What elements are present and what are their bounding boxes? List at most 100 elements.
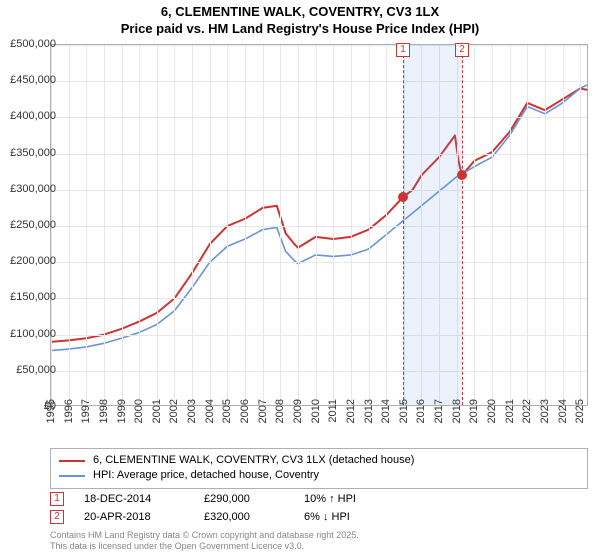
x-gridline [122, 45, 123, 405]
footer-line1: Contains HM Land Registry data © Crown c… [50, 530, 588, 541]
event-row: 1 18-DEC-2014 £290,000 10% ↑ HPI [50, 490, 588, 508]
y-gridline [51, 262, 587, 263]
chart-title: 6, CLEMENTINE WALK, COVENTRY, CV3 1LX Pr… [0, 0, 600, 38]
x-tick-label: 2011 [327, 399, 339, 423]
x-gridline [563, 45, 564, 405]
x-gridline [510, 45, 511, 405]
y-tick-label: £200,000 [10, 255, 56, 267]
x-gridline [369, 45, 370, 405]
x-gridline [104, 45, 105, 405]
legend-label: HPI: Average price, detached house, Cove… [93, 468, 319, 483]
x-tick-label: 2013 [363, 399, 375, 423]
y-tick-label: £0 [44, 400, 56, 412]
x-tick-label: 2005 [221, 399, 233, 423]
legend-swatch [59, 460, 85, 462]
series-price_paid [51, 88, 587, 341]
x-gridline [351, 45, 352, 405]
x-gridline [492, 45, 493, 405]
plot-region: 1995199619971998199920002001200220032004… [50, 44, 588, 406]
event-pct: 10% ↑ HPI [304, 493, 404, 505]
series-hpi [51, 85, 587, 351]
y-gridline [51, 190, 587, 191]
x-gridline [210, 45, 211, 405]
x-gridline [69, 45, 70, 405]
y-tick-label: £400,000 [10, 110, 56, 122]
x-gridline [263, 45, 264, 405]
y-gridline [51, 45, 587, 46]
footer: Contains HM Land Registry data © Crown c… [50, 530, 588, 552]
x-gridline [192, 45, 193, 405]
y-tick-label: £150,000 [10, 291, 56, 303]
x-tick-label: 1997 [80, 399, 92, 423]
title-line1: 6, CLEMENTINE WALK, COVENTRY, CV3 1LX [0, 4, 600, 21]
x-tick-label: 2002 [168, 399, 180, 423]
y-gridline [51, 117, 587, 118]
x-gridline [174, 45, 175, 405]
x-tick-label: 2003 [186, 399, 198, 423]
legend-label: 6, CLEMENTINE WALK, COVENTRY, CV3 1LX (d… [93, 453, 414, 468]
y-gridline [51, 298, 587, 299]
x-gridline [86, 45, 87, 405]
legend-item: 6, CLEMENTINE WALK, COVENTRY, CV3 1LX (d… [59, 453, 579, 468]
event-date: 20-APR-2018 [84, 511, 184, 523]
x-tick-label: 2009 [292, 399, 304, 423]
y-gridline [51, 335, 587, 336]
x-tick-label: 2020 [486, 399, 498, 423]
x-gridline [527, 45, 528, 405]
title-line2: Price paid vs. HM Land Registry's House … [0, 21, 600, 38]
x-tick-label: 2021 [504, 399, 516, 423]
event-number: 2 [50, 510, 64, 524]
event-line [403, 45, 404, 405]
x-tick-label: 2022 [521, 399, 533, 423]
x-tick-label: 2024 [557, 399, 569, 423]
x-tick-label: 2025 [574, 399, 586, 423]
event-pct: 6% ↓ HPI [304, 511, 404, 523]
x-tick-label: 2008 [274, 399, 286, 423]
legend: 6, CLEMENTINE WALK, COVENTRY, CV3 1LX (d… [50, 448, 588, 489]
events-table: 1 18-DEC-2014 £290,000 10% ↑ HPI 2 20-APR-201… [50, 490, 588, 526]
event-price: £290,000 [204, 493, 284, 505]
price-point-dot [457, 170, 467, 180]
x-tick-label: 2006 [239, 399, 251, 423]
y-tick-label: £300,000 [10, 183, 56, 195]
footer-line2: This data is licensed under the Open Gov… [50, 541, 588, 552]
x-gridline [227, 45, 228, 405]
legend-swatch [59, 475, 85, 477]
y-tick-label: £350,000 [10, 147, 56, 159]
x-gridline [316, 45, 317, 405]
event-marker: 1 [396, 43, 410, 57]
y-gridline [51, 371, 587, 372]
x-gridline [139, 45, 140, 405]
y-tick-label: £50,000 [16, 364, 56, 376]
x-tick-label: 2010 [310, 399, 322, 423]
x-gridline [280, 45, 281, 405]
y-gridline [51, 226, 587, 227]
x-gridline [157, 45, 158, 405]
x-gridline [333, 45, 334, 405]
event-number: 1 [50, 492, 64, 506]
event-date: 18-DEC-2014 [84, 493, 184, 505]
x-tick-label: 2000 [133, 399, 145, 423]
y-tick-label: £500,000 [10, 38, 56, 50]
x-gridline [580, 45, 581, 405]
y-gridline [51, 154, 587, 155]
chart-area: 1995199619971998199920002001200220032004… [50, 44, 588, 406]
x-tick-label: 2014 [380, 399, 392, 423]
y-gridline [51, 81, 587, 82]
x-tick-label: 2023 [539, 399, 551, 423]
x-tick-label: 1996 [63, 399, 75, 423]
x-tick-label: 2012 [345, 399, 357, 423]
x-gridline [298, 45, 299, 405]
y-tick-label: £100,000 [10, 328, 56, 340]
event-marker: 2 [455, 43, 469, 57]
event-price: £320,000 [204, 511, 284, 523]
event-band [403, 45, 462, 405]
price-point-dot [398, 192, 408, 202]
x-tick-label: 2019 [468, 399, 480, 423]
y-tick-label: £450,000 [10, 74, 56, 86]
x-tick-label: 2004 [204, 399, 216, 423]
x-gridline [474, 45, 475, 405]
x-tick-label: 2001 [151, 399, 163, 423]
x-gridline [545, 45, 546, 405]
x-tick-label: 1999 [116, 399, 128, 423]
